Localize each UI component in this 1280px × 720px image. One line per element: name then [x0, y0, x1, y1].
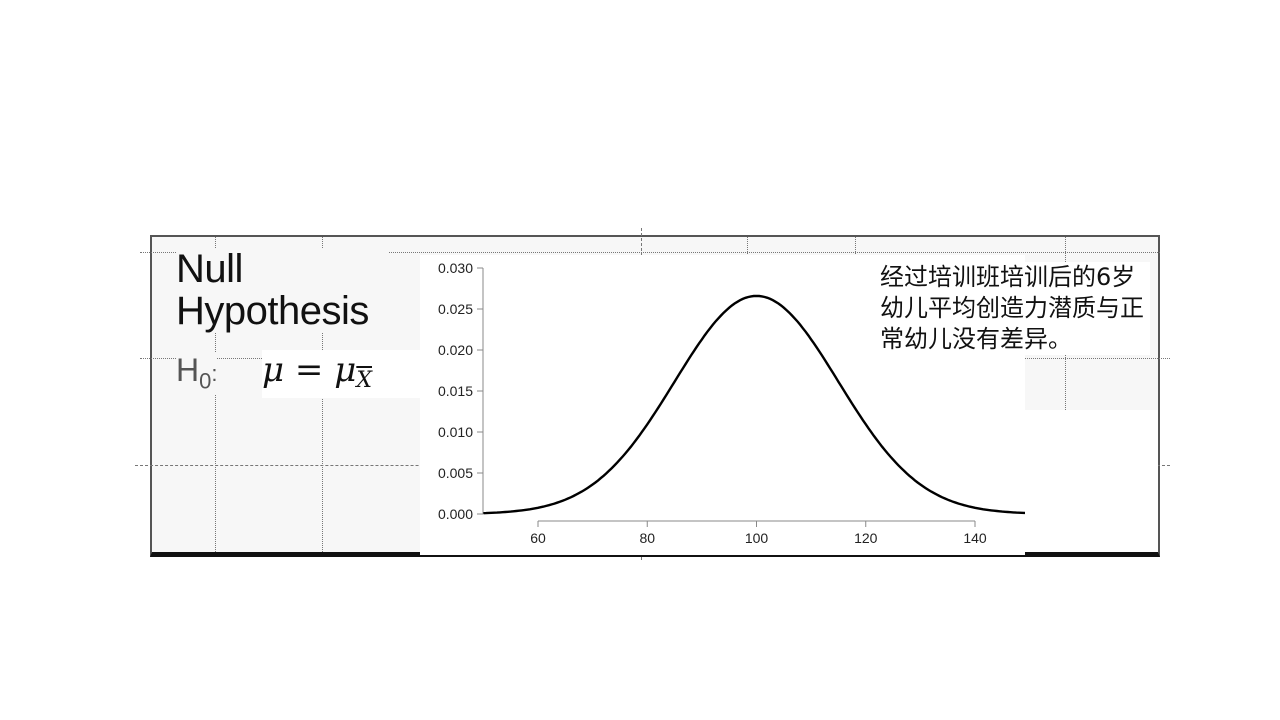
y-tick-label: 0.015: [438, 383, 473, 399]
x-tick-label: 60: [530, 530, 546, 546]
formula-x-bar: X: [356, 368, 372, 393]
x-tick-label: 80: [639, 530, 655, 546]
grid-line: [140, 252, 1160, 253]
title-line-1: Null: [176, 247, 243, 291]
x-tick-label: 120: [854, 530, 878, 546]
h0-label: H0:: [176, 352, 218, 395]
hypothesis-note: 经过培训班培训后的6岁幼儿平均创造力潜质与正常幼儿没有差异。: [880, 262, 1150, 355]
formula-subscript: X: [356, 368, 372, 393]
y-tick-label: 0.010: [438, 424, 473, 440]
null-hypothesis-formula: μ = μX: [262, 350, 420, 398]
h0-subscript: 0: [199, 368, 212, 394]
h0-letter: H: [176, 352, 200, 388]
slide-title: Null Hypothesis: [176, 248, 389, 332]
grid-line: [215, 237, 216, 552]
formula-mu-sample: μ: [334, 350, 357, 390]
y-tick-label: 0.020: [438, 342, 473, 358]
title-line-2: Hypothesis: [176, 289, 369, 333]
x-tick-label: 140: [963, 530, 987, 546]
h0-colon: :: [211, 361, 218, 386]
grid-line: [1065, 237, 1066, 552]
normal-distribution-chart: 0.000 0.005 0.010 0.015 0.020 0.025 0.030 60 80 1…: [438, 260, 1025, 546]
formula-equals: =: [284, 350, 335, 390]
note-background: [1025, 410, 1158, 552]
y-tick-label: 0.005: [438, 465, 473, 481]
y-tick-label: 0.030: [438, 260, 473, 276]
density-curve: [483, 294, 1025, 515]
y-tick-label: 0.025: [438, 301, 473, 317]
y-tick-label: 0.000: [438, 506, 473, 522]
x-tick-label: 100: [745, 530, 769, 546]
formula-mu: μ: [262, 350, 285, 390]
